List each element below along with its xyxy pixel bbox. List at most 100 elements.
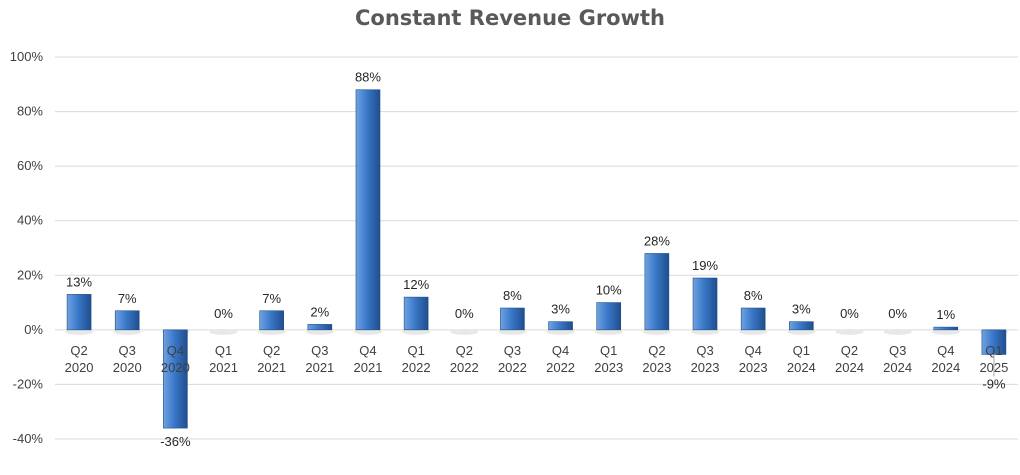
x-tick-label-quarter: Q3 <box>311 343 328 358</box>
x-tick-label-quarter: Q1 <box>407 343 424 358</box>
bar[interactable] <box>596 302 622 331</box>
data-label: 19% <box>692 258 718 273</box>
x-tick-label-quarter: Q2 <box>648 343 665 358</box>
bar-shadow <box>691 328 720 335</box>
x-tick-label-year: 2022 <box>498 360 527 375</box>
x-tick-label-quarter: Q2 <box>841 343 858 358</box>
bar[interactable] <box>66 294 92 331</box>
data-label: 3% <box>792 302 811 317</box>
x-tick-label-quarter: Q1 <box>985 343 1002 358</box>
x-tick-label-year: 2024 <box>883 360 912 375</box>
bar-shadow <box>113 328 142 335</box>
x-tick-label-quarter: Q1 <box>793 343 810 358</box>
bar-shadow <box>305 328 334 335</box>
data-label: -36% <box>160 434 191 449</box>
x-tick-label-year: 2024 <box>835 360 864 375</box>
x-tick-label-quarter: Q2 <box>456 343 473 358</box>
x-tick-label-year: 2020 <box>65 360 94 375</box>
x-tick-label-quarter: Q3 <box>119 343 136 358</box>
x-tick-label-year: 2022 <box>546 360 575 375</box>
bar-shadow <box>209 328 238 335</box>
bar-shadow <box>65 328 94 335</box>
data-label: 7% <box>118 291 137 306</box>
x-tick-label-year: 2023 <box>642 360 671 375</box>
y-tick-label: 0% <box>24 322 43 337</box>
bar[interactable] <box>403 296 429 331</box>
x-tick-label-quarter: Q3 <box>889 343 906 358</box>
bar-shadow <box>498 328 527 335</box>
data-label: 7% <box>262 291 281 306</box>
data-label: -9% <box>982 376 1006 391</box>
x-tick-label-quarter: Q4 <box>745 343 762 358</box>
bar[interactable] <box>981 329 1007 355</box>
bar[interactable] <box>789 321 814 331</box>
data-label: 13% <box>66 274 92 289</box>
bar[interactable] <box>500 307 525 331</box>
bar[interactable] <box>307 324 333 331</box>
x-tick-label-quarter: Q4 <box>167 343 184 358</box>
x-tick-label-quarter: Q4 <box>937 343 954 358</box>
y-tick-label: 20% <box>17 267 43 282</box>
x-tick-label-year: 2022 <box>402 360 431 375</box>
x-tick-label-quarter: Q1 <box>600 343 617 358</box>
x-tick-label-year: 2024 <box>787 360 816 375</box>
x-tick-label-year: 2022 <box>450 360 479 375</box>
chart-title: Constant Revenue Growth <box>354 6 665 30</box>
bar[interactable] <box>114 310 140 331</box>
bar-shadow <box>835 328 864 335</box>
bar-shadow <box>883 328 912 335</box>
bar[interactable] <box>355 89 381 331</box>
x-tick-label-quarter: Q3 <box>504 343 521 358</box>
data-label: 0% <box>840 306 859 321</box>
y-tick-label: -40% <box>13 431 44 446</box>
data-label: 2% <box>310 304 329 319</box>
bar[interactable] <box>933 326 959 331</box>
x-tick-label-year: 2025 <box>979 360 1008 375</box>
bar[interactable] <box>259 310 284 331</box>
x-tick-label-year: 2020 <box>161 360 190 375</box>
x-tick-label-year: 2024 <box>931 360 960 375</box>
x-tick-label-year: 2023 <box>594 360 623 375</box>
x-tick-label-year: 2021 <box>305 360 334 375</box>
data-label: 88% <box>355 70 381 85</box>
bar-shadow <box>450 328 479 335</box>
bar[interactable] <box>548 321 573 331</box>
data-label: 10% <box>596 283 622 298</box>
x-tick-label-year: 2023 <box>739 360 768 375</box>
data-label: 0% <box>214 306 233 321</box>
bar-shadow <box>739 328 768 335</box>
data-label: 8% <box>744 288 763 303</box>
bar-shadow <box>546 328 575 335</box>
data-label: 28% <box>644 233 670 248</box>
bar-shadow <box>931 328 960 335</box>
bar-shadow <box>642 328 671 335</box>
x-tick-label-quarter: Q4 <box>359 343 376 358</box>
bar[interactable] <box>163 329 188 429</box>
data-label: 0% <box>455 306 474 321</box>
data-label: 0% <box>888 306 907 321</box>
x-tick-label-year: 2020 <box>113 360 142 375</box>
y-tick-label: 80% <box>17 104 43 119</box>
bar-shadow <box>353 328 382 335</box>
bar-shadow <box>402 328 431 335</box>
bar-shadow <box>787 328 816 335</box>
data-label: 1% <box>936 307 955 322</box>
y-tick-label: 60% <box>17 158 43 173</box>
y-tick-label: 40% <box>17 213 43 228</box>
y-tick-label: 100% <box>10 49 44 64</box>
x-tick-label-quarter: Q2 <box>263 343 280 358</box>
x-tick-label-year: 2023 <box>691 360 720 375</box>
bar[interactable] <box>692 277 718 331</box>
x-tick-label-quarter: Q4 <box>552 343 569 358</box>
data-label: 12% <box>403 277 429 292</box>
x-tick-label-year: 2021 <box>257 360 286 375</box>
bar-shadow <box>594 328 623 335</box>
data-label: 8% <box>503 288 522 303</box>
bar[interactable] <box>644 253 670 331</box>
x-tick-label-year: 2021 <box>354 360 383 375</box>
bar[interactable] <box>740 307 766 331</box>
x-tick-label-year: 2021 <box>209 360 238 375</box>
bar-shadow <box>257 328 286 335</box>
y-tick-label: -20% <box>13 376 44 391</box>
